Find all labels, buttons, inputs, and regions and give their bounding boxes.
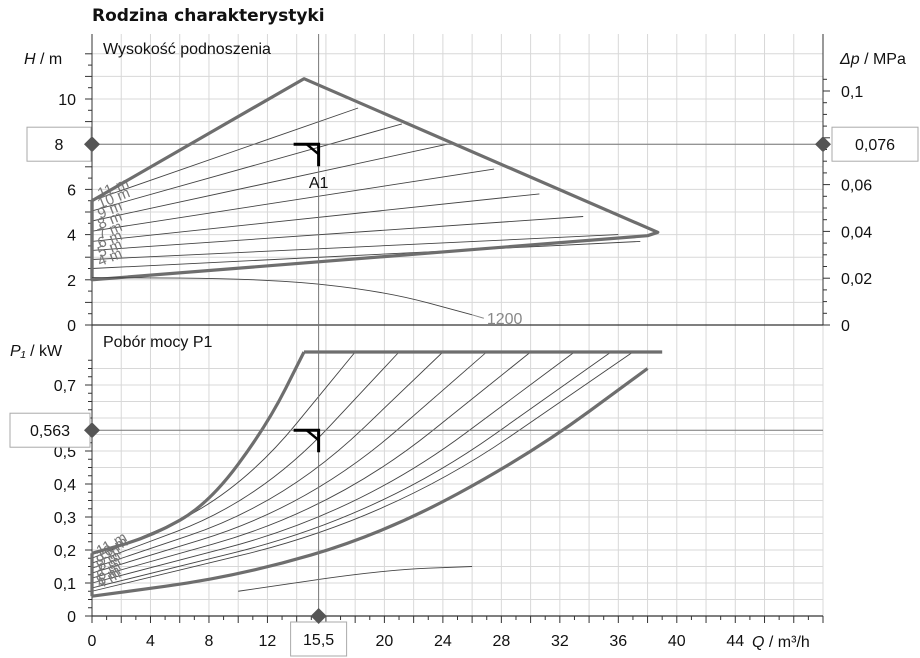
head-curve-10m [91, 123, 403, 212]
x-axis-ticks: 0 4 8 12 20 24 28 32 36 40 44 [88, 616, 824, 650]
head-panel-title: Wysokość podnoszenia [103, 41, 271, 58]
power-axis-title-symbol: P₁ [10, 343, 26, 360]
x-tick-label: 28 [492, 633, 510, 650]
operating-point-head [293, 142, 321, 167]
head-axis-title-unit: / m [36, 51, 63, 68]
head-readout-value: 8 [55, 137, 64, 154]
pressure-axis-title-symbol: Δp [839, 51, 860, 68]
y2-tick-label: 0 [841, 318, 850, 335]
head-curve-4m [91, 240, 641, 269]
x-tick-label: 20 [376, 633, 394, 650]
system-curve-label: 1200 [487, 311, 523, 328]
head-curve-9m [91, 143, 448, 222]
pressure-readout-value: 0,076 [855, 137, 895, 154]
y2-tick-label: 0,04 [841, 224, 872, 241]
pressure-axis-title: Δp / MPa [839, 51, 906, 68]
y-tick-label: 4 [67, 228, 76, 245]
operating-point-head-tail [305, 143, 320, 156]
flow-readout-value: 15,5 [303, 632, 334, 649]
power-panel-title: Pobór mocy P1 [103, 334, 212, 351]
power-series: 11 m10 m9 m8 m7 m6 m5 m4 m [90, 350, 663, 598]
pressure-y2-axis: 0 0,02 0,04 0,06 0,1 [823, 78, 872, 335]
head-y-axis: 0 2 4 6 8 10 [58, 53, 92, 335]
operating-point-power [293, 428, 321, 453]
pressure-axis-title-unit: / MPa [860, 51, 906, 68]
power-curve-6m [91, 351, 575, 584]
x-tick-label: 36 [609, 633, 627, 650]
head-curve-6m [91, 216, 584, 251]
flow-readout-marker [310, 608, 327, 624]
power-envelope-lower [91, 367, 649, 598]
power-axis-title-unit: / kW [26, 343, 63, 360]
y2-tick-label: 0,02 [841, 271, 872, 288]
power-curve-4m [91, 351, 634, 592]
y-tick-label: 6 [67, 182, 76, 199]
system-curve [91, 277, 473, 316]
power-curve-5m [91, 351, 612, 589]
power-curve-11m [91, 351, 356, 559]
y-tick-label: 0,1 [54, 576, 76, 593]
y-tick-label: 0,4 [54, 477, 76, 494]
system-curve-leader [471, 314, 484, 319]
head-axis-title: H / m [24, 51, 62, 68]
y-tick-label: 0 [67, 318, 76, 335]
x-axis-title: Q / m³/h [752, 634, 810, 651]
power-envelope-upper [91, 351, 306, 555]
power-system-curve [238, 566, 473, 592]
x-tick-label: 0 [88, 633, 97, 650]
power-axis-title: P₁ / kW [10, 343, 63, 360]
x-axis-title-symbol: Q [752, 634, 764, 651]
head-curve-8m [91, 168, 495, 232]
y-tick-label: 0,3 [54, 510, 76, 527]
y2-tick-label: 0,1 [841, 84, 863, 101]
head-readout-value-box [26, 126, 92, 162]
head-axis-title-symbol: H [24, 51, 36, 68]
power-curve-8m [91, 351, 488, 574]
power-readout-value: 0,563 [30, 423, 70, 440]
y-tick-label: 0 [67, 609, 76, 626]
page-title: Rodzina charakterystyki [92, 6, 325, 26]
y-tick-label: 2 [67, 273, 76, 290]
power-y-axis: 0 0,1 0,2 0,3 0,4 0,5 0,7 [54, 359, 92, 626]
x-tick-label: 24 [434, 633, 452, 650]
operating-point-power-tail [305, 429, 320, 442]
x-tick-label: 12 [259, 633, 277, 650]
y-tick-label: 0,7 [54, 378, 76, 395]
pressure-readout-marker [815, 136, 831, 153]
x-tick-label: 8 [205, 633, 214, 650]
y2-tick-label: 0,06 [841, 178, 872, 195]
y-tick-label: 0,5 [54, 444, 76, 461]
operating-point-label: A1 [309, 175, 329, 192]
head-curve-5m [91, 234, 619, 260]
power-curve-7m [91, 351, 531, 579]
head-curve-7m [91, 193, 540, 242]
head-curve-11m [91, 107, 359, 202]
x-axis-title-unit: / m³/h [764, 634, 809, 651]
power-curve-9m [91, 351, 444, 569]
x-tick-label: 32 [551, 633, 569, 650]
head-readout-marker [84, 136, 100, 153]
y-tick-label: 10 [58, 92, 76, 109]
y-tick-label: 0,2 [54, 543, 76, 560]
head-envelope [90, 77, 660, 282]
x-tick-label: 44 [726, 633, 744, 650]
power-readout-marker [84, 422, 100, 439]
power-curve-10m [91, 351, 400, 564]
flow-readout-value-box [290, 621, 348, 657]
x-tick-label: 40 [668, 633, 686, 650]
power-readout-value-box [9, 412, 91, 448]
x-tick-label: 4 [146, 633, 155, 650]
pressure-readout-value-box [831, 126, 919, 162]
